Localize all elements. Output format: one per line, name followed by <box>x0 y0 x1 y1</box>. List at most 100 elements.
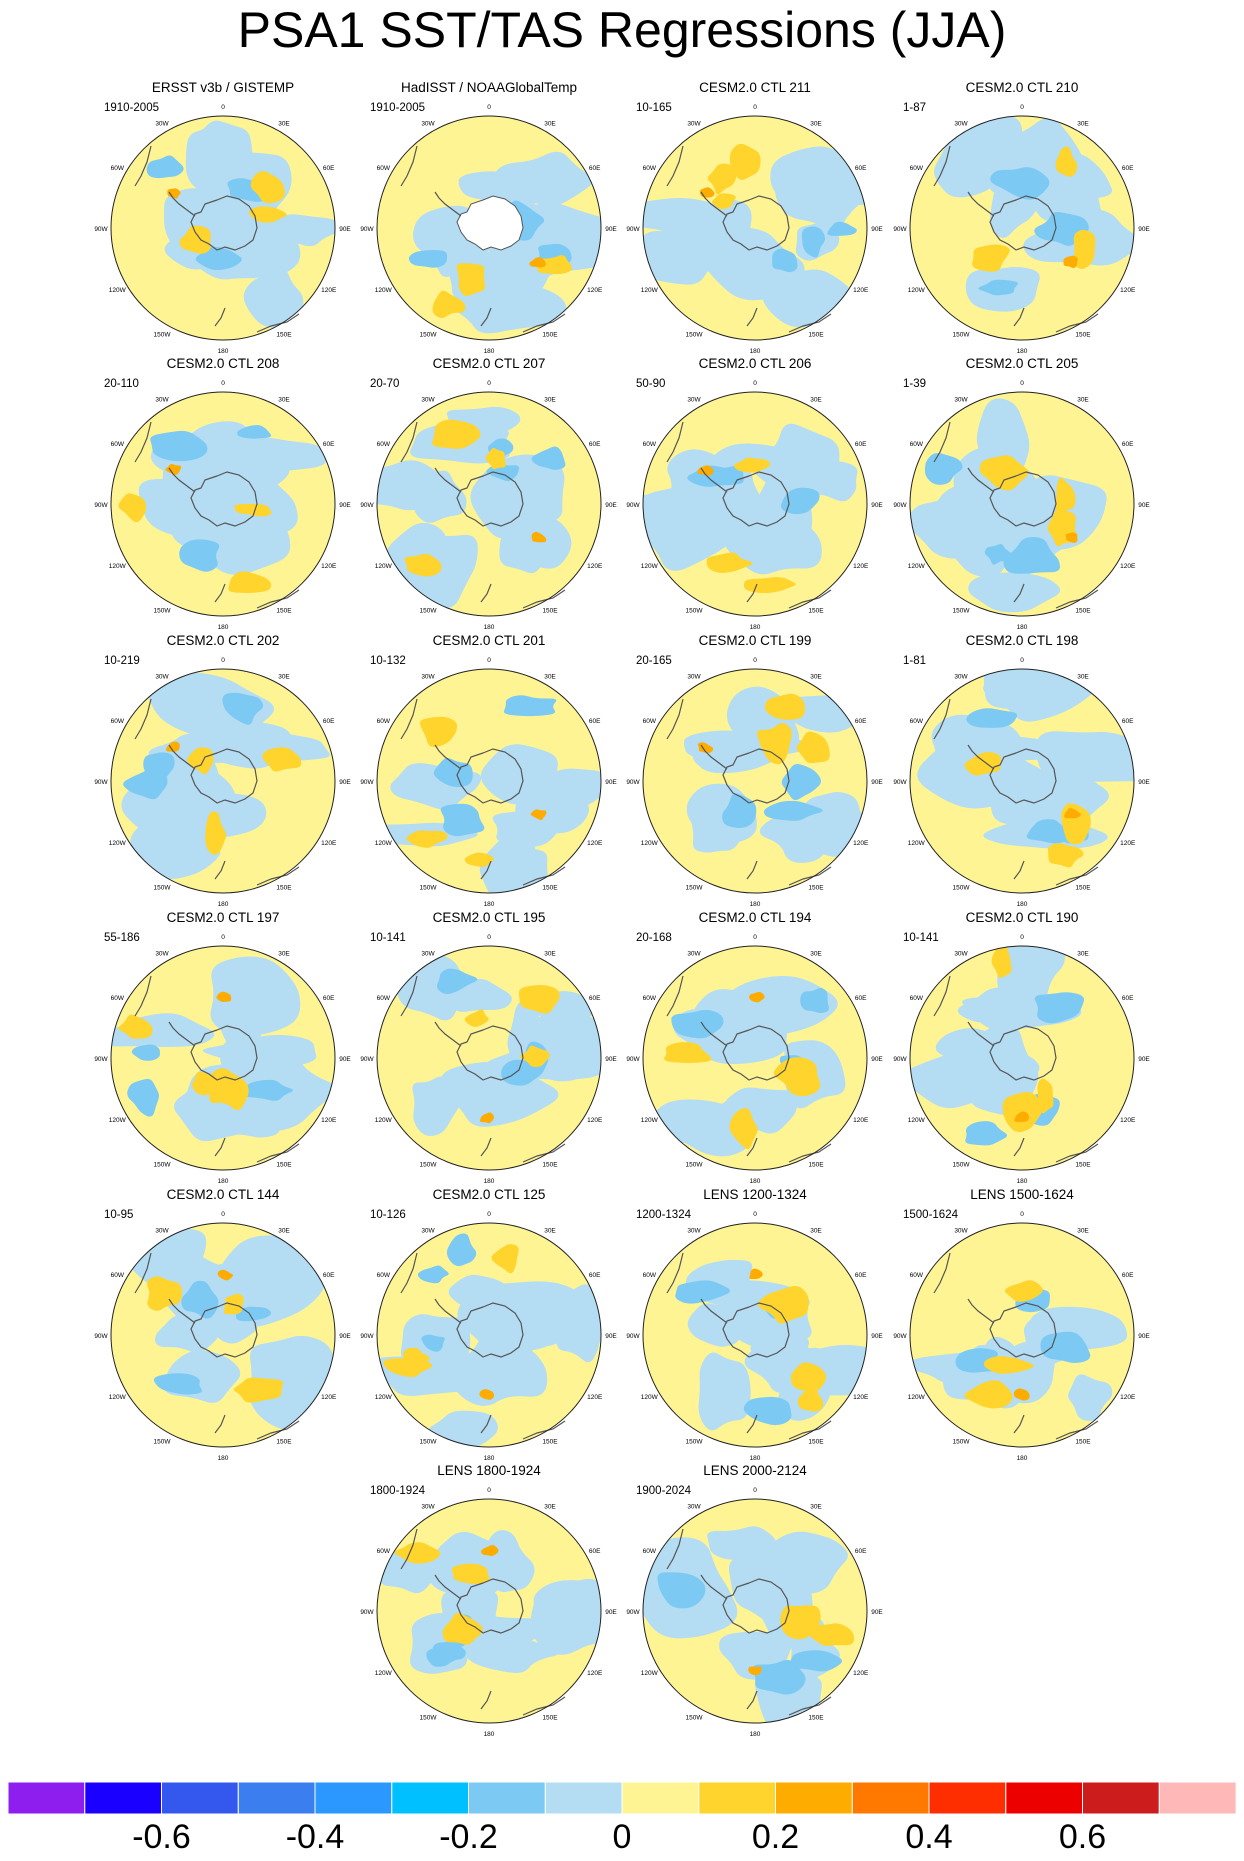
regression-field <box>111 1223 335 1447</box>
longitude-label: 30E <box>278 673 290 680</box>
longitude-label: 60W <box>377 165 391 172</box>
antarctica-coastline <box>456 1025 524 1081</box>
regression-field <box>377 392 601 616</box>
regression-field <box>643 946 867 1170</box>
longitude-label: 30E <box>810 120 822 127</box>
colorbar-tick-label: -0.4 <box>285 1818 345 1856</box>
longitude-label: 150E <box>808 1162 824 1169</box>
antarctica-coastline <box>989 471 1057 527</box>
longitude-label: 60E <box>1122 165 1134 172</box>
colorbar-tick-label: -0.2 <box>439 1818 498 1856</box>
antarctica-coastline <box>190 748 258 804</box>
map-panel: LENS 1200-1324 1200-1324 0 30E 60E 90E 120E 150… <box>621 1187 889 1462</box>
new-zealand-coastline <box>214 1414 226 1434</box>
regression-field <box>111 946 335 1170</box>
longitude-label: 30E <box>810 673 822 680</box>
longitude-label: 30E <box>1077 950 1089 957</box>
panel-title: LENS 1500-1624 <box>970 1187 1074 1202</box>
panel-years: 20-110 <box>104 378 139 390</box>
colorbar-swatch <box>161 1782 239 1814</box>
south-america-coastline <box>666 698 684 740</box>
australia-coastline <box>1055 1420 1099 1440</box>
longitude-label: 30W <box>421 673 435 680</box>
south-america-coastline <box>933 1252 951 1294</box>
regression-field <box>377 946 601 1170</box>
panel-years: 10-95 <box>104 1209 134 1221</box>
longitude-label: 60W <box>377 718 391 725</box>
longitude-label: 60E <box>1122 718 1134 725</box>
longitude-label: 0 <box>753 1211 757 1218</box>
longitude-label: 30E <box>1077 120 1089 127</box>
longitude-label: 120E <box>853 840 869 847</box>
longitude-label: 60W <box>111 165 125 172</box>
longitude-label: 90W <box>893 502 907 509</box>
figure-title: PSA1 SST/TAS Regressions (JJA) <box>237 2 1007 58</box>
longitude-label: 150E <box>808 1439 824 1446</box>
longitude-label: 120W <box>109 1394 127 1401</box>
regression-field <box>910 669 1134 893</box>
longitude-label: 120E <box>1120 840 1136 847</box>
peninsula-coastline <box>168 191 196 217</box>
longitude-label: 30W <box>954 1227 968 1234</box>
longitude-label: 180 <box>218 348 229 355</box>
longitude-label: 90E <box>1138 1056 1150 1063</box>
longitude-label: 90E <box>871 1333 883 1340</box>
longitude-label: 0 <box>221 657 225 664</box>
longitude-label: 0 <box>487 1487 491 1494</box>
new-zealand-coastline <box>746 1137 758 1157</box>
longitude-label: 90E <box>339 502 351 509</box>
longitude-label: 120W <box>375 1670 393 1677</box>
longitude-label: 90W <box>893 1056 907 1063</box>
longitude-label: 90W <box>360 502 374 509</box>
map-panel: LENS 2000-2124 1900-2024 0 30E 60E 90E 120E 150… <box>621 1463 889 1738</box>
panel-title: CESM2.0 CTL 197 <box>166 910 280 925</box>
longitude-label: 150W <box>686 608 704 615</box>
antarctica-coastline <box>190 471 258 527</box>
longitude-label: 0 <box>753 380 757 387</box>
panel-title: CESM2.0 CTL 207 <box>432 356 546 371</box>
colorbar-swatch <box>775 1782 853 1814</box>
australia-coastline <box>256 1420 300 1440</box>
longitude-label: 0 <box>221 380 225 387</box>
longitude-label: 90W <box>626 1333 640 1340</box>
longitude-label: 90E <box>339 1333 351 1340</box>
panel-years: 1800-1924 <box>370 1485 425 1497</box>
longitude-label: 120W <box>908 563 926 570</box>
map-panel: LENS 1800-1924 1800-1924 0 30E 60E 90E 120E 150… <box>355 1463 623 1738</box>
longitude-label: 0 <box>1020 657 1024 664</box>
regression-field <box>111 669 335 893</box>
panel-title: CESM2.0 CTL 144 <box>166 1187 280 1202</box>
longitude-label: 0 <box>1020 104 1024 111</box>
longitude-label: 150E <box>1075 1439 1091 1446</box>
longitude-label: 60W <box>910 1272 924 1279</box>
colorbar-swatch <box>8 1782 86 1814</box>
longitude-label: 90E <box>1138 226 1150 233</box>
map-panel: CESM2.0 CTL 211 10-165 0 30E 60E 90E 120E 150E 1… <box>621 80 889 355</box>
longitude-label: 30W <box>954 950 968 957</box>
map-panel: CESM2.0 CTL 201 10-132 0 30E 60E 90E 120E 150E 1… <box>355 633 623 908</box>
longitude-label: 30W <box>687 950 701 957</box>
longitude-label: 90E <box>605 1333 617 1340</box>
colorbar-tick-label: 0.6 <box>1058 1818 1107 1856</box>
longitude-label: 120E <box>321 840 337 847</box>
longitude-label: 120W <box>641 840 659 847</box>
longitude-label: 150E <box>276 1162 292 1169</box>
longitude-label: 90W <box>626 779 640 786</box>
longitude-label: 120E <box>1120 1394 1136 1401</box>
longitude-label: 150W <box>953 1162 971 1169</box>
regression-field <box>377 1223 601 1447</box>
antarctica-coastline <box>190 1302 258 1358</box>
colorbar-swatch <box>1158 1782 1236 1814</box>
australia-coastline <box>788 589 832 609</box>
australia-coastline <box>788 1420 832 1440</box>
polar-map: 0 30E 60E 90E 120E 150E 180 150W 120W 90W 60W 30W <box>94 657 351 908</box>
south-america-coastline <box>400 421 418 463</box>
antarctica-coastline <box>989 748 1057 804</box>
regression-field <box>377 1499 601 1723</box>
longitude-label: 30W <box>421 1227 435 1234</box>
longitude-label: 120W <box>375 1394 393 1401</box>
longitude-label: 90W <box>626 1609 640 1616</box>
panel-years: 1500-1624 <box>903 1209 958 1221</box>
longitude-label: 180 <box>1017 901 1028 908</box>
colorbar-swatch <box>544 1782 623 1814</box>
